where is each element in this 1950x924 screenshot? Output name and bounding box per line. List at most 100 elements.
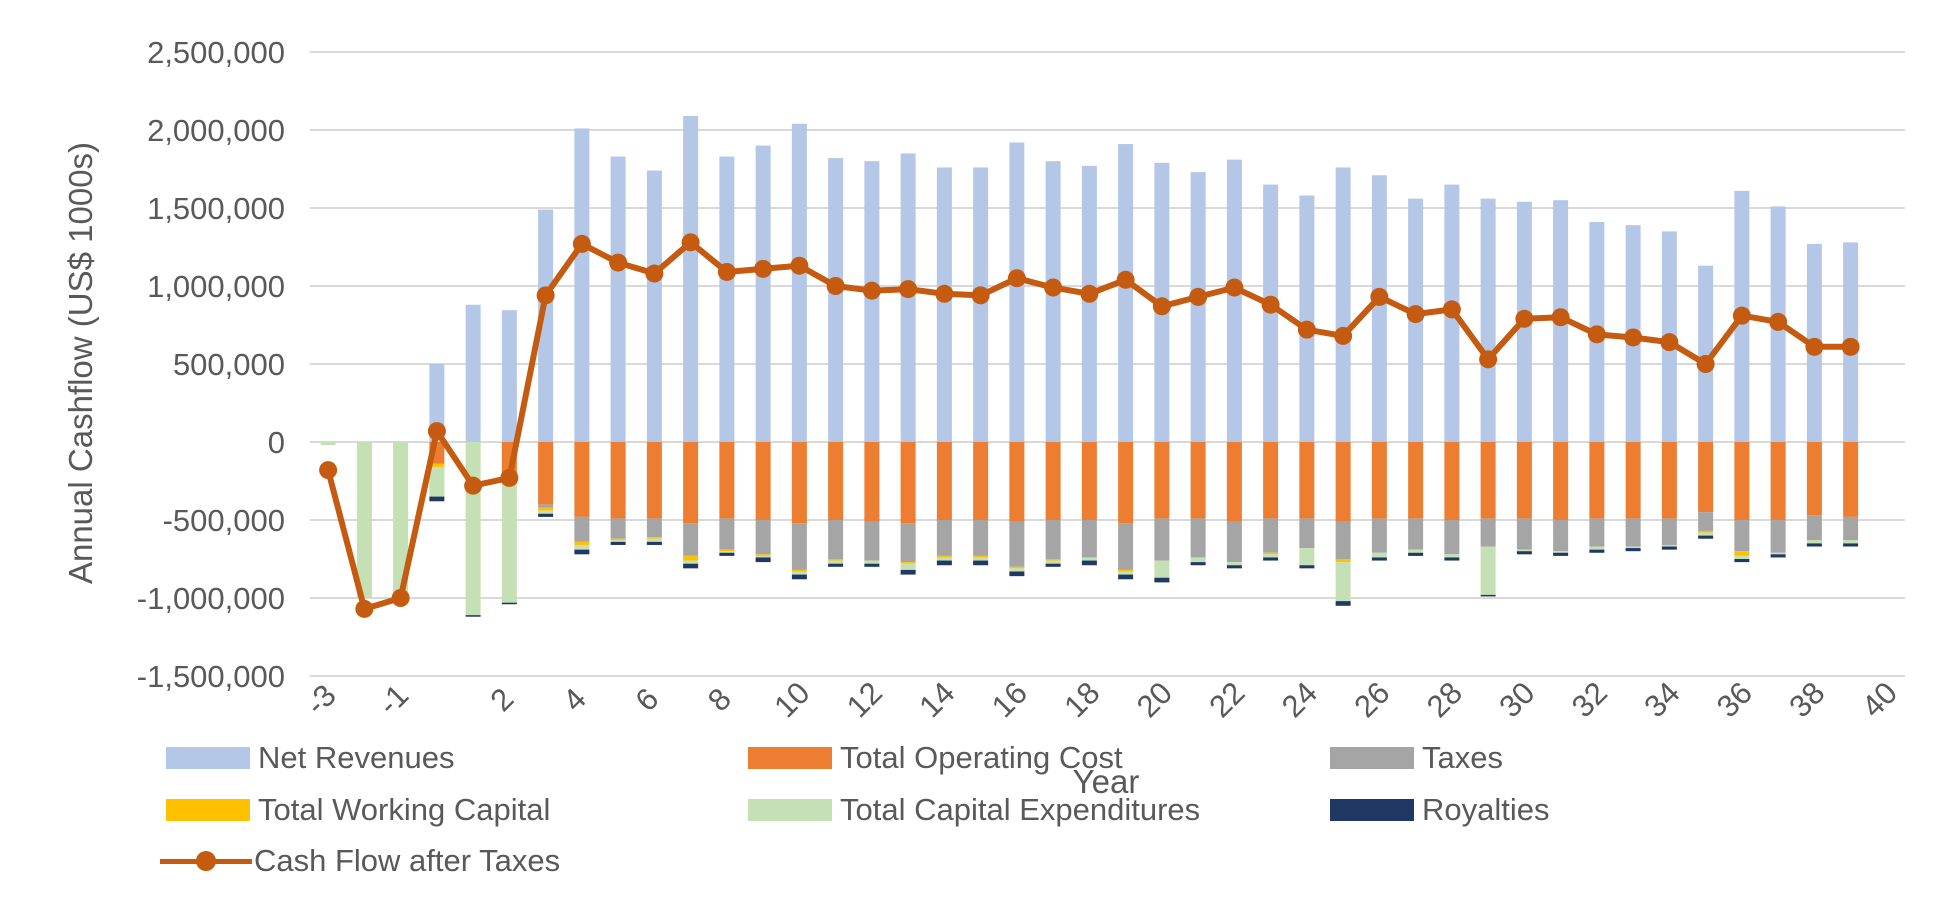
bar-total-operating-cost-year-17 bbox=[1045, 442, 1061, 520]
bar-total-capital-expenditures-year-35 bbox=[1698, 532, 1714, 536]
bar-net-revenues-year-35 bbox=[1698, 265, 1714, 442]
legend-swatch-total-capital-expenditures bbox=[748, 799, 832, 821]
bar-royalties-year-10 bbox=[791, 574, 807, 580]
bar-total-working-capital-year-15 bbox=[973, 555, 989, 558]
bar-royalties-year-26 bbox=[1371, 557, 1387, 561]
cash-flow-point bbox=[1769, 312, 1788, 331]
bar-total-operating-cost-year-30 bbox=[1516, 442, 1532, 519]
bar-total-operating-cost-year-15 bbox=[973, 442, 989, 520]
cash-flow-point bbox=[862, 281, 881, 300]
cash-flow-point bbox=[935, 284, 954, 303]
bar-royalties-year-39 bbox=[1843, 543, 1859, 547]
bar-total-working-capital-year-14 bbox=[936, 555, 952, 558]
x-tick-label: 40 bbox=[1855, 675, 1904, 724]
cash-flow-line bbox=[319, 233, 1860, 618]
bar-royalties-year-29 bbox=[1480, 594, 1496, 597]
cash-flow-point bbox=[790, 256, 809, 275]
bar-net-revenues-year-0 bbox=[429, 364, 445, 442]
bar-total-capital-expenditures-year--3 bbox=[320, 442, 336, 446]
bar-total-capital-expenditures-year-36 bbox=[1734, 555, 1750, 559]
bar-total-capital-expenditures-year-4 bbox=[574, 544, 590, 550]
cash-flow-point bbox=[1696, 355, 1715, 373]
legend-swatch-royalties bbox=[1330, 799, 1414, 821]
bar-royalties-year-25 bbox=[1335, 601, 1351, 606]
cash-flow-point bbox=[1334, 326, 1353, 345]
bar-total-operating-cost-year-32 bbox=[1589, 442, 1605, 519]
cash-flow-point bbox=[1551, 308, 1570, 327]
bar-total-capital-expenditures-year-22 bbox=[1226, 562, 1242, 566]
bar-total-capital-expenditures-year-8 bbox=[719, 551, 735, 553]
bar-total-operating-cost-year-35 bbox=[1698, 442, 1714, 513]
bar-total-operating-cost-year-29 bbox=[1480, 442, 1496, 519]
bar-total-capital-expenditures-year-21 bbox=[1190, 557, 1206, 563]
bar-total-capital-expenditures-year-29 bbox=[1480, 546, 1496, 595]
bar-royalties-year-37 bbox=[1770, 554, 1786, 558]
y-tick-label: -1,500,000 bbox=[137, 659, 285, 694]
bar-total-operating-cost-year-12 bbox=[864, 442, 880, 522]
y-tick-label: 1,000,000 bbox=[147, 269, 285, 304]
bar-taxes-year-23 bbox=[1263, 518, 1279, 553]
bar-royalties-year-9 bbox=[755, 557, 771, 563]
x-axis-tick-labels: -3 -1 2 4 6 8 10 12 14 16 18 20 22 24 26 28 30 32 34 36 38 40 bbox=[299, 675, 1904, 724]
bar-taxes-year-24 bbox=[1299, 518, 1315, 549]
bar-total-operating-cost-year-14 bbox=[936, 442, 952, 520]
bar-net-revenues-year-29 bbox=[1480, 198, 1496, 442]
legend-item-total-operating-cost: Total Operating Cost bbox=[748, 740, 1123, 776]
bar-total-operating-cost-year-33 bbox=[1625, 442, 1641, 519]
bar-total-operating-cost-year-10 bbox=[791, 442, 807, 524]
bar-taxes-year-10 bbox=[791, 523, 807, 570]
bar-royalties-year-31 bbox=[1553, 552, 1569, 556]
bar-total-working-capital-year-35 bbox=[1698, 530, 1714, 533]
bar-net-revenues-year-11 bbox=[828, 158, 844, 442]
bar-net-revenues-year-10 bbox=[791, 123, 807, 442]
bar-total-operating-cost-year-39 bbox=[1843, 442, 1859, 517]
bar-royalties-year-6 bbox=[646, 541, 662, 545]
cash-flow-point bbox=[1406, 305, 1425, 324]
bar-royalties-year-7 bbox=[683, 563, 699, 569]
bar-total-operating-cost-year-7 bbox=[683, 442, 699, 524]
bar-royalties-year-38 bbox=[1806, 543, 1822, 547]
bar-taxes-year-20 bbox=[1154, 518, 1170, 561]
bar-total-operating-cost-year-6 bbox=[646, 442, 662, 519]
bar-net-revenues-year-16 bbox=[1009, 142, 1025, 443]
bar-total-capital-expenditures-year-2 bbox=[501, 477, 517, 603]
bar-total-capital-expenditures-year-33 bbox=[1625, 546, 1641, 549]
bar-taxes-year-22 bbox=[1226, 521, 1242, 563]
bar-royalties-year-12 bbox=[864, 563, 880, 567]
legend-swatch-taxes bbox=[1330, 747, 1414, 769]
bar-net-revenues-year-4 bbox=[574, 128, 590, 442]
bar-royalties-year-18 bbox=[1081, 560, 1097, 566]
bar-total-working-capital-year-3 bbox=[538, 507, 554, 511]
bar-taxes-year-15 bbox=[973, 520, 989, 556]
cash-flow-point bbox=[1080, 284, 1099, 303]
bar-net-revenues-year-21 bbox=[1190, 172, 1206, 442]
bar-net-revenues-year-17 bbox=[1045, 161, 1061, 442]
bar-total-capital-expenditures-year-39 bbox=[1843, 540, 1859, 544]
x-tick-label: 4 bbox=[556, 681, 593, 718]
x-tick-label: 10 bbox=[767, 675, 816, 724]
bar-royalties-year-21 bbox=[1190, 562, 1206, 566]
bar-taxes-year-18 bbox=[1081, 520, 1097, 558]
bar-royalties-year-23 bbox=[1263, 557, 1279, 561]
bar-total-capital-expenditures-year-16 bbox=[1009, 568, 1025, 572]
bar-taxes-year-4 bbox=[574, 516, 590, 542]
cash-flow-point bbox=[1370, 287, 1389, 306]
bar-total-working-capital-year-8 bbox=[719, 549, 735, 552]
bar-total-operating-cost-year-37 bbox=[1770, 442, 1786, 520]
bar-total-working-capital-year-7 bbox=[683, 555, 699, 561]
bar-total-capital-expenditures-year-28 bbox=[1444, 554, 1460, 558]
x-tick-label: 36 bbox=[1710, 675, 1759, 724]
bar-net-revenues-year-18 bbox=[1081, 165, 1097, 442]
bar-total-working-capital-year-16 bbox=[1009, 566, 1025, 569]
bar-taxes-year-30 bbox=[1516, 518, 1532, 550]
cash-flow-point bbox=[572, 234, 591, 253]
bar-royalties-year-11 bbox=[828, 563, 844, 567]
cash-flow-point bbox=[1297, 320, 1316, 339]
bar-taxes-year-3 bbox=[538, 504, 554, 508]
bar-total-capital-expenditures-year-18 bbox=[1081, 557, 1097, 561]
bar-taxes-year-11 bbox=[828, 520, 844, 559]
bar-royalties-year-3 bbox=[538, 513, 554, 517]
legend-swatch-total-working-capital bbox=[166, 799, 250, 821]
bar-taxes-year-13 bbox=[900, 523, 916, 563]
bar-royalties-year-16 bbox=[1009, 571, 1025, 577]
